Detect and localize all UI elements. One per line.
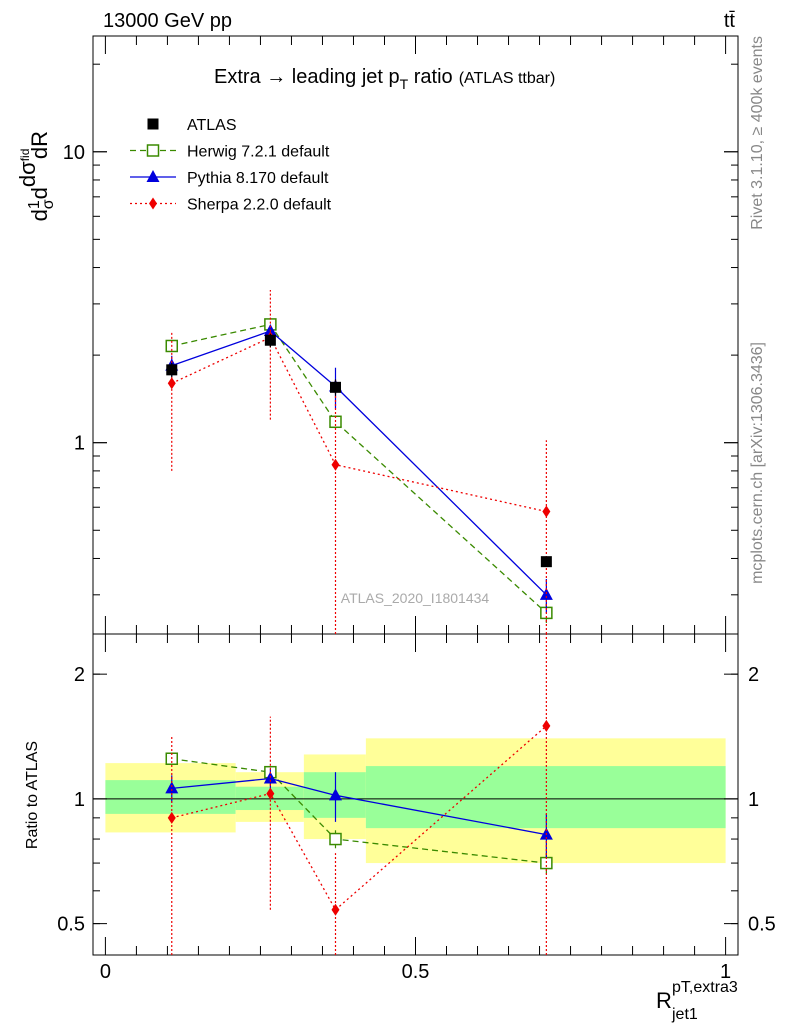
rivet-label: Rivet 3.1.10, ≥ 400k events [749, 36, 766, 230]
ratio-uncertainty-bands [93, 738, 738, 864]
x-label-sup: pT,extra3 [672, 979, 738, 996]
ratio-point-2 [331, 903, 340, 916]
main-point-3 [329, 381, 341, 393]
main-y-label-dsigma: dσ [15, 161, 40, 187]
main-point-2 [331, 458, 340, 471]
legend-label-1: Herwig 7.2.1 default [187, 144, 330, 161]
plot-title-rest: ratio [408, 66, 452, 88]
ratio-point-1 [328, 788, 342, 801]
ratio-point-2 [266, 787, 275, 800]
ratio-y-label: Ratio to ATLAS [24, 741, 41, 849]
x-tick-label: 0 [100, 961, 111, 983]
main-y-label-text: d1σddσfid [15, 149, 57, 222]
main-y-label-d1: d [27, 209, 52, 221]
x-tick-label: 0.5 [402, 961, 430, 983]
legend-marker-3 [149, 197, 157, 210]
ratio-series [165, 634, 553, 955]
analysis-watermark: ATLAS_2020_I1801434 [341, 590, 490, 606]
x-tick-label: 1 [720, 961, 731, 983]
ratio-y-tick-label-right: 0.5 [748, 914, 776, 936]
x-label-sub: jet1 [671, 1006, 698, 1023]
header-right: tt̄ [724, 10, 736, 32]
ratio-point-2 [167, 811, 176, 824]
ratio-y-tick-label: 1 [74, 789, 85, 811]
ratio-point-1 [165, 781, 179, 794]
main-y-label-fid: fid [18, 149, 32, 162]
main-y-label-sigma: σ [40, 199, 57, 209]
ratio-point-2 [542, 719, 551, 732]
legend-marker-0 [147, 118, 159, 130]
plot-title-main: Extra → leading jet p [214, 66, 400, 88]
axis-ticks: 1 10 0.5 1 2 0.5 1 2 0 0.5 1 [57, 36, 776, 983]
x-axis-label: R pT,extra3 jet1 [656, 979, 738, 1023]
legend-label-3: Sherpa 2.2.0 default [187, 197, 332, 214]
x-label-base: R [656, 988, 672, 1013]
legend-marker-1 [146, 144, 160, 157]
main-point-3 [264, 334, 276, 346]
main-y-label-frac: 1 [26, 200, 43, 209]
ratio-y-tick-label-right: 2 [748, 664, 759, 686]
plot-title-subscript: T [400, 76, 409, 92]
ratio-y-tick-label: 2 [74, 664, 85, 686]
main-y-label-d2: d [27, 187, 52, 199]
ratio-line-2 [171, 725, 547, 911]
main-point-2 [167, 377, 176, 390]
legend-label-0: ATLAS [187, 117, 237, 134]
main-series [165, 289, 553, 634]
main-y-tick-label: 10 [63, 142, 85, 164]
legend-marker-2 [146, 170, 160, 182]
ratio-y-tick-label: 0.5 [57, 914, 85, 936]
legend: ATLAS Herwig 7.2.1 default Pythia 8.170 de… [130, 117, 332, 214]
plot-title-small: (ATLAS ttbar) [459, 70, 556, 87]
main-line-2 [171, 336, 547, 513]
header-left: 13000 GeV pp [103, 10, 232, 32]
ratio-y-tick-label-right: 1 [748, 789, 759, 811]
main-point-3 [166, 364, 178, 376]
main-line-0 [171, 323, 547, 614]
ratio-line-1 [171, 777, 547, 836]
ratio-point-0 [329, 832, 342, 846]
main-y-tick-label: 1 [74, 433, 85, 455]
band-inner-3 [365, 766, 726, 829]
main-point-3 [540, 556, 552, 568]
legend-label-2: Pythia 8.170 default [187, 170, 329, 187]
main-y-label-dR: dR [27, 131, 52, 159]
main-point-2 [542, 505, 551, 518]
main-y-label: d1σddσfid dR [15, 131, 57, 221]
mcplots-label: mcplots.cern.ch [arXiv:1306.3436] [749, 342, 766, 584]
main-line-1 [171, 330, 547, 596]
plot-title: Extra → leading jet pT ratio (ATLAS ttbar… [214, 66, 555, 92]
